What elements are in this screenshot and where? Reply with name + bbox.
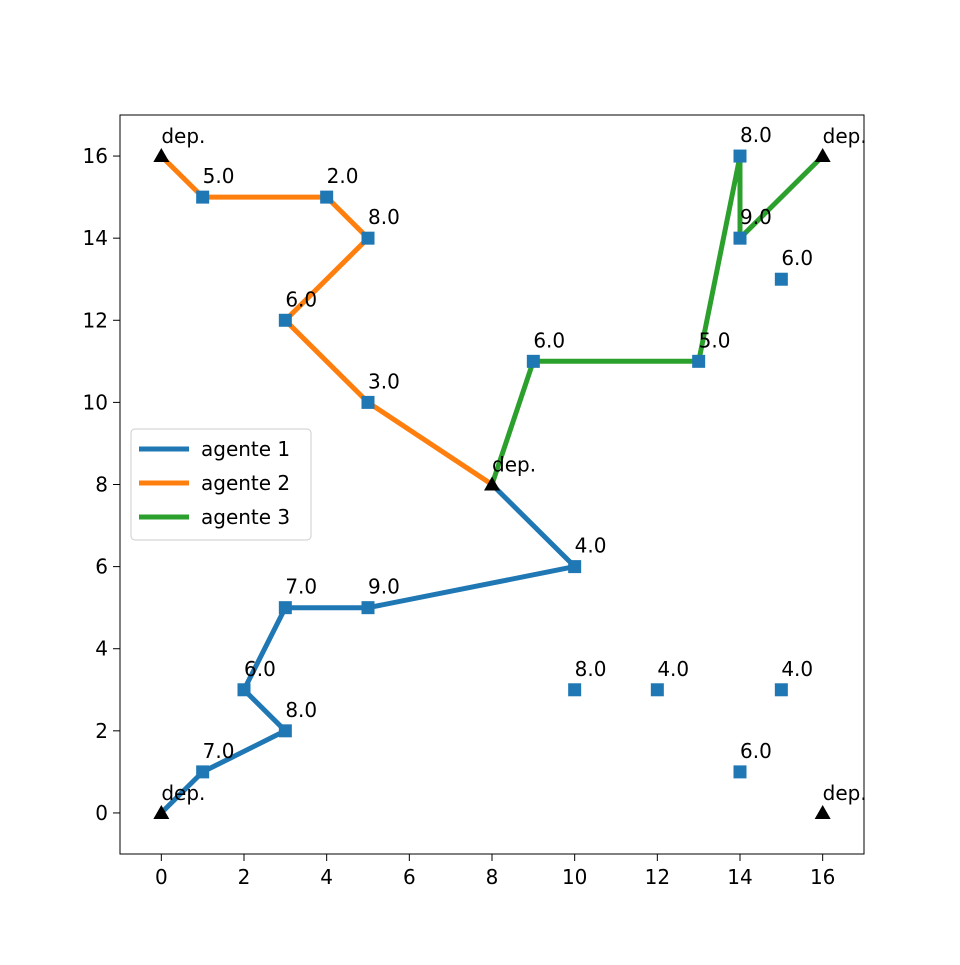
customer-marker: [774, 683, 788, 697]
legend-box: [130, 428, 312, 541]
customer-label: 4.0: [781, 657, 813, 681]
depot-marker: [153, 148, 170, 163]
x-tick-label: 2: [238, 865, 251, 889]
customer-label: 4.0: [575, 534, 607, 558]
customer-label: 4.0: [657, 657, 689, 681]
customer-marker: [237, 683, 251, 697]
customer-marker: [361, 601, 375, 615]
customer-marker: [361, 231, 375, 245]
y-tick-label: 0: [95, 801, 108, 825]
depot-label: dep.: [823, 781, 867, 805]
node-labels: 7.0 8.0 6.0 7.0 9.0 4.0 8.0 4.0 4.0 6.0 5.0 2.0 8.0 6…: [161, 123, 866, 805]
customer-label: 6.0: [533, 328, 565, 352]
route-line-agent-1: [157, 480, 578, 817]
legend-label-agent-3: agente 3: [201, 505, 290, 529]
customer-marker: [278, 601, 292, 615]
customer-marker: [278, 313, 292, 327]
customer-marker: [196, 190, 210, 204]
customer-label: 6.0: [740, 739, 772, 763]
customer-label: 9.0: [740, 205, 772, 229]
x-axis: 0 2 4 6 8 10 12 14 16: [155, 854, 835, 889]
customer-marker: [568, 560, 582, 574]
customer-marker: [733, 231, 747, 245]
customer-marker: [568, 683, 582, 697]
customer-label: 5.0: [699, 328, 731, 352]
y-tick-label: 2: [95, 719, 108, 743]
y-tick-label: 16: [83, 144, 108, 168]
node-markers: [153, 148, 831, 819]
depot-marker: [484, 476, 500, 491]
x-tick-label: 14: [727, 865, 752, 889]
customer-label: 6.0: [244, 657, 276, 681]
customer-label: 9.0: [368, 575, 400, 599]
customer-marker: [733, 765, 747, 779]
y-tick-label: 12: [83, 308, 108, 332]
customer-marker: [733, 149, 747, 163]
depot-label: dep.: [161, 124, 205, 148]
customer-marker: [196, 765, 210, 779]
customer-label: 6.0: [285, 287, 317, 311]
customer-label: 8.0: [740, 123, 772, 147]
x-tick-label: 8: [486, 865, 499, 889]
customer-marker: [692, 354, 706, 368]
customer-label: 7.0: [203, 739, 235, 763]
customer-marker: [361, 395, 375, 409]
x-tick-label: 12: [645, 865, 670, 889]
customer-label: 7.0: [285, 575, 317, 599]
customer-label: 8.0: [575, 657, 607, 681]
depot-marker: [153, 804, 170, 819]
customer-marker: [526, 354, 540, 368]
y-tick-label: 8: [95, 473, 108, 497]
legend: agente 1 agente 2 agente 3: [130, 428, 312, 541]
legend-label-agent-2: agente 2: [201, 471, 290, 495]
x-tick-label: 0: [155, 865, 168, 889]
depot-marker: [814, 804, 831, 819]
legend-label-agent-1: agente 1: [201, 437, 290, 461]
y-tick-label: 10: [83, 390, 108, 414]
y-tick-label: 6: [95, 555, 108, 579]
x-tick-label: 10: [562, 865, 587, 889]
customer-marker: [320, 190, 334, 204]
customer-label: 5.0: [203, 164, 235, 188]
y-tick-label: 4: [95, 637, 108, 661]
depot-label: dep.: [161, 781, 205, 805]
y-tick-label: 14: [83, 226, 108, 250]
customer-label: 2.0: [327, 164, 359, 188]
customer-marker: [278, 724, 292, 738]
depot-label: dep.: [823, 124, 867, 148]
depot-marker: [814, 148, 831, 163]
y-axis: 0 2 4 6 8 10 12 14 16: [83, 144, 120, 825]
x-tick-label: 4: [320, 865, 333, 889]
x-tick-label: 6: [403, 865, 416, 889]
depot-label: dep.: [492, 453, 536, 477]
customer-marker: [650, 683, 664, 697]
route-line-agent-3: [488, 152, 827, 488]
customer-label: 8.0: [368, 205, 400, 229]
customer-label: 8.0: [285, 698, 317, 722]
x-tick-label: 16: [810, 865, 835, 889]
customer-label: 3.0: [368, 369, 400, 393]
customer-marker: [774, 272, 788, 286]
customer-label: 6.0: [781, 246, 813, 270]
